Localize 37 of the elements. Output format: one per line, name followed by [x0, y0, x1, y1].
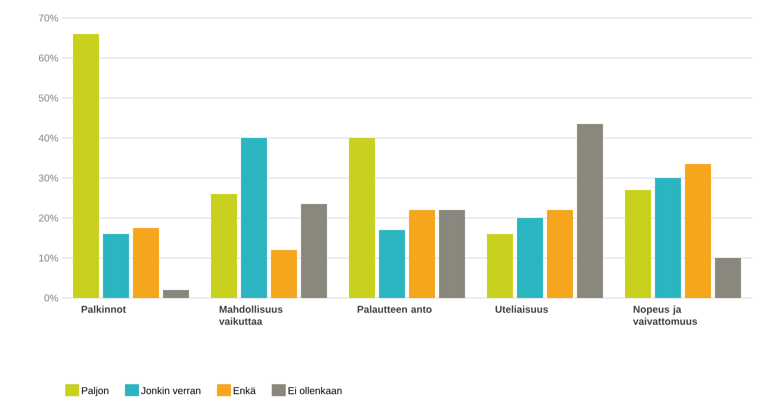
- bar: [547, 210, 574, 298]
- bar: [625, 190, 652, 298]
- y-tick-label: 50%: [38, 94, 58, 102]
- bar: [685, 164, 712, 298]
- bar: [271, 250, 298, 298]
- y-tick-label: 0%: [44, 294, 58, 302]
- y-tick-label: 30%: [38, 174, 58, 182]
- y-tick-label: 60%: [38, 54, 58, 62]
- y-tick-label: 10%: [39, 254, 58, 262]
- legend-label: Enkä: [234, 386, 256, 394]
- bar: [73, 34, 99, 298]
- bar: [655, 178, 682, 298]
- bar: [487, 234, 514, 298]
- bar: [439, 210, 466, 298]
- bar: [103, 234, 129, 298]
- bar: [409, 210, 436, 298]
- bar: [163, 290, 190, 298]
- bar: [211, 194, 237, 298]
- x-tick-label: Nopeus ja vaivattomuus: [633, 306, 698, 325]
- x-tick-label: Uteliaisuus: [496, 306, 548, 313]
- bar: [241, 138, 267, 298]
- legend-label: Paljon: [82, 386, 108, 396]
- bar: [379, 230, 406, 298]
- bar: [715, 258, 742, 298]
- x-tick-label: Palautteen anto: [358, 306, 432, 313]
- y-tick-label: 20%: [38, 214, 58, 222]
- legend-label: Jonkin verran: [141, 386, 200, 394]
- bar: [517, 218, 544, 298]
- bar: [301, 204, 328, 298]
- y-tick-label: 40%: [38, 134, 58, 142]
- legend-label: Ei ollenkaan: [288, 386, 342, 394]
- y-tick-label: 70%: [38, 14, 58, 22]
- bar: [577, 124, 604, 298]
- bar: [133, 228, 159, 298]
- x-tick-label: Palkinnot: [82, 306, 126, 313]
- bar: [349, 138, 375, 298]
- x-tick-label: Mahdollisuus vaikuttaa: [219, 306, 282, 325]
